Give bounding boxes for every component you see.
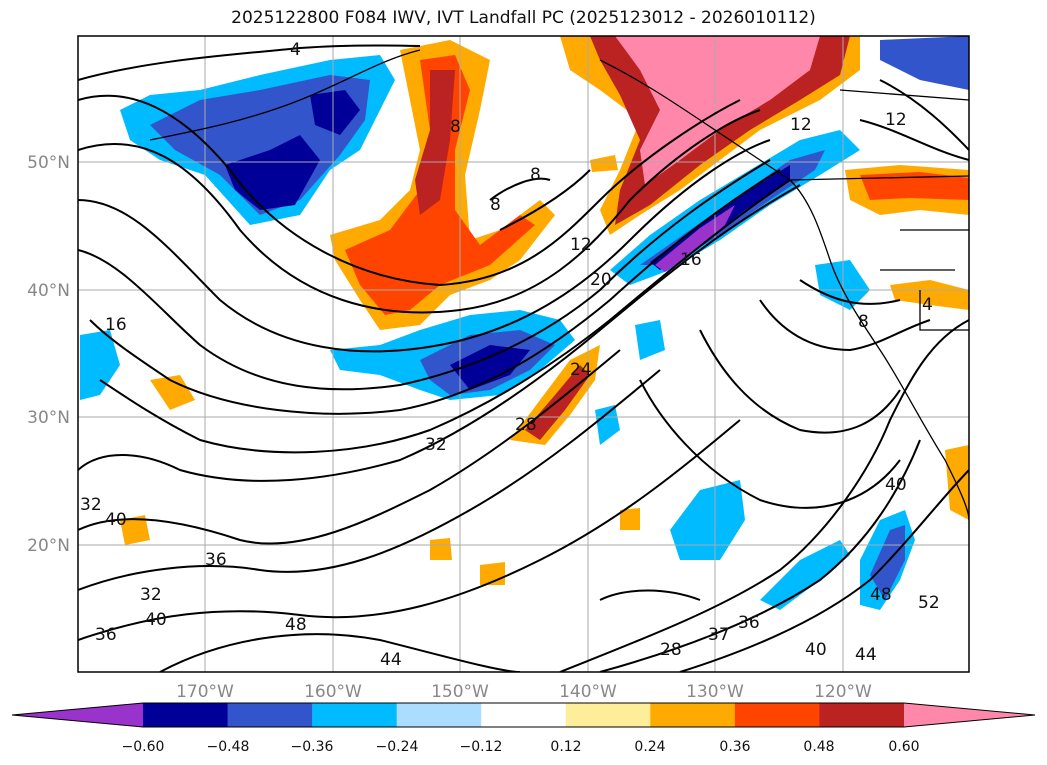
lat-label: 40°N [27, 281, 70, 301]
contour-label: 32 [80, 495, 102, 515]
latitude-labels: 50°N 40°N 30°N 20°N [27, 153, 70, 556]
contour-label: 12 [885, 110, 907, 130]
lon-label: 160°W [304, 682, 362, 702]
contour-label: 32 [425, 435, 447, 455]
lon-label: 150°W [431, 682, 489, 702]
contour-label: 24 [570, 360, 592, 380]
lat-label: 30°N [27, 408, 70, 428]
colorbar-tick-label: 0.12 [550, 739, 581, 755]
colorbar-segment [227, 703, 313, 727]
contour-label: 8 [450, 117, 461, 137]
contour-label: 28 [660, 640, 682, 660]
lon-label: 140°W [559, 682, 617, 702]
contour-label: 12 [790, 115, 812, 135]
coastline [149, 49, 969, 521]
contour-label: 16 [680, 250, 702, 270]
colorbar-tick-label: 0.36 [719, 739, 750, 755]
colorbar-segment [565, 703, 651, 727]
plot-border [77, 35, 970, 673]
shaded-fields [80, 36, 969, 610]
colorbar-segment [481, 703, 567, 727]
contour-label: 20 [590, 270, 612, 290]
contour-label: 28 [515, 415, 537, 435]
lon-label: 170°W [176, 682, 234, 702]
lon-label: 130°W [686, 682, 744, 702]
colorbar-tick-label: 0.24 [634, 739, 665, 755]
colorbar-tick-label: −0.12 [460, 739, 503, 755]
colorbar-segment [650, 703, 736, 727]
contour-label: 40 [805, 640, 827, 660]
contour-label: 48 [285, 615, 307, 635]
contour-label: 37 [708, 625, 730, 645]
colorbar-segment [819, 703, 905, 727]
contour-label: 48 [870, 585, 892, 605]
colorbar-segment [312, 703, 398, 727]
colorbar-segment [734, 703, 820, 727]
contour-label: 40 [885, 475, 907, 495]
contour-label: 12 [570, 235, 592, 255]
colorbar-labels: −0.60 −0.48 −0.36 −0.24 −0.12 0.12 0.24 … [122, 739, 920, 755]
contour-label: 4 [922, 295, 933, 315]
contour-label: 52 [918, 593, 940, 613]
contour-label: 36 [738, 613, 760, 633]
lat-label: 20°N [27, 536, 70, 556]
graticule [78, 36, 969, 672]
lon-label: 120°W [814, 682, 872, 702]
colorbar-outline [11, 702, 1036, 728]
contour-label: 8 [858, 312, 869, 332]
colorbar-extend-high [904, 703, 1035, 727]
colorbar [11, 702, 1036, 728]
map-title: 2025122800 F084 IWV, IVT Landfall PC (20… [231, 8, 816, 28]
contour-label: 32 [140, 585, 162, 605]
iwv-contours [78, 44, 969, 672]
contour-label: 40 [145, 610, 167, 630]
colorbar-segment [143, 703, 229, 727]
colorbar-tick-label: −0.48 [207, 739, 250, 755]
contour-label-group: 4 8 8 8 12 12 12 16 16 20 24 28 32 32 32… [80, 40, 940, 670]
colorbar-tick-label: 0.48 [803, 739, 834, 755]
lat-label: 50°N [27, 153, 70, 173]
contour-label: 36 [95, 625, 117, 645]
colorbar-tick-label: −0.60 [122, 739, 165, 755]
contour-label: 40 [105, 510, 127, 530]
colorbar-tick-label: 0.60 [888, 739, 919, 755]
colorbar-tick-label: −0.24 [376, 739, 419, 755]
contour-label: 8 [530, 165, 541, 185]
contour-label: 36 [205, 550, 227, 570]
colorbar-segment [396, 703, 482, 727]
colorbar-tick-label: −0.36 [291, 739, 334, 755]
contour-label: 44 [380, 650, 402, 670]
contour-label: 8 [490, 195, 501, 215]
longitude-labels: 170°W 160°W 150°W 140°W 130°W 120°W [176, 682, 872, 702]
colorbar-extend-low [12, 703, 143, 727]
contour-label: 4 [290, 40, 301, 60]
contour-label: 44 [855, 645, 877, 665]
contour-label: 16 [105, 315, 127, 335]
